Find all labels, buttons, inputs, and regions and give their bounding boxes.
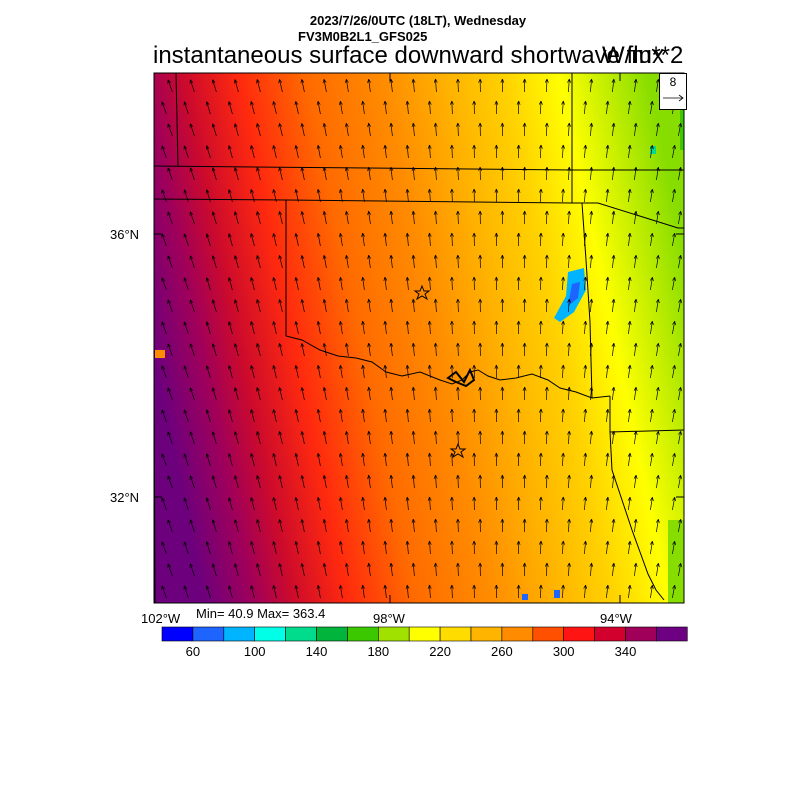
green-edge-patch — [680, 110, 684, 150]
datetime-line: 2023/7/26/0UTC (18LT), Wednesday — [309, 13, 527, 28]
map-frame — [153, 72, 685, 604]
city-star-marker — [413, 284, 431, 301]
state-border-oklahoma-arkansas — [581, 202, 593, 399]
units-label: W/m**2 — [602, 42, 684, 69]
vector-reference-box: 8 — [659, 73, 687, 110]
vector-reference-value: 8 — [669, 75, 677, 89]
high-flux-patch — [155, 350, 165, 358]
lon-label-102w: 102°W — [141, 611, 181, 626]
plot-title: instantaneous surface downward shortwave… — [153, 42, 664, 69]
low-flux-cloud-patch — [554, 590, 560, 598]
vector-reference-arrow-icon — [663, 94, 684, 102]
lat-label-32n: 32°N — [110, 490, 139, 505]
green-edge-patch — [668, 520, 684, 603]
state-border-colorado-kansas — [175, 73, 179, 167]
low-flux-cloud-patch — [522, 594, 528, 600]
lon-label-94w: 94°W — [600, 611, 633, 626]
min-max-stats: Min= 40.9 Max= 363.4 — [196, 606, 326, 621]
low-flux-cloud-patch — [650, 146, 656, 154]
low-flux-cloud-patch — [568, 282, 580, 306]
shortwave-flux-field — [154, 73, 684, 603]
state-border-texas-louisiana — [609, 431, 665, 601]
lat-label-36n: 36°N — [110, 227, 139, 242]
wind-vectors — [161, 78, 682, 599]
wind-vector-arrows — [161, 78, 682, 599]
lake-texoma — [446, 367, 476, 388]
state-border-missouri-arkansas — [572, 202, 684, 229]
state-border-arkansas-louisiana — [609, 429, 684, 433]
model-name-line: FV3M0B2L1_GFS025 — [298, 29, 428, 44]
lon-label-98w: 98°W — [373, 611, 406, 626]
city-star-marker — [449, 442, 467, 459]
